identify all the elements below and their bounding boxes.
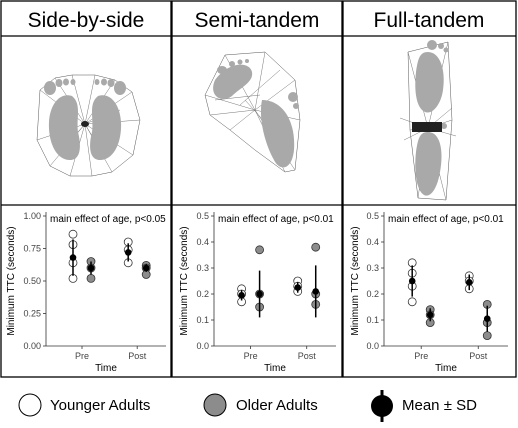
mean-point bbox=[124, 249, 132, 256]
y-tick-label: 0.2 bbox=[366, 289, 379, 299]
y-axis-title: Minimum TTC (seconds) bbox=[350, 226, 361, 335]
data-point bbox=[86, 273, 96, 283]
y-tick-label: 0.25 bbox=[23, 309, 41, 319]
x-tick-label: Post bbox=[298, 351, 317, 361]
y-tick-label: 0.5 bbox=[366, 211, 379, 221]
y-tick-label: 0.2 bbox=[196, 289, 209, 299]
annotation: main effect of age, p<0.01 bbox=[388, 214, 504, 225]
foot-diagram-full-tandem bbox=[399, 40, 457, 201]
x-axis-title: Time bbox=[435, 363, 457, 374]
mean-point bbox=[238, 292, 245, 299]
y-tick-label: 0.1 bbox=[196, 315, 209, 325]
y-tick-label: 0.4 bbox=[366, 237, 379, 247]
data-point bbox=[407, 297, 417, 307]
y-tick-label: 0.50 bbox=[23, 276, 41, 286]
panel-frames bbox=[0, 0, 517, 378]
title-semi-tandem: Semi-tandem bbox=[195, 9, 320, 32]
y-tick-label: 0.0 bbox=[366, 341, 379, 351]
cop-cluster bbox=[412, 122, 442, 132]
frame-full-tandem bbox=[342, 0, 517, 378]
mean-point bbox=[69, 254, 77, 261]
foot-diagram-side-by-side bbox=[36, 74, 141, 177]
annotation: main effect of age, p<0.05 bbox=[50, 214, 166, 225]
y-tick-label: 0.1 bbox=[366, 315, 379, 325]
frame-semi-tandem bbox=[171, 0, 343, 378]
foot-shapes bbox=[44, 78, 126, 160]
data-point bbox=[311, 242, 321, 252]
chart-semi-tandem: 0.0 0.1 0.2 0.3 0.4 0.5 Pre Post Time Minimum TTC… bbox=[179, 211, 336, 374]
y-tick-label: 0.75 bbox=[23, 244, 41, 254]
x-tick-label: Pre bbox=[75, 351, 89, 361]
chart-side-by-side: 0.00 0.25 0.50 0.75 1.00 Pre Post Time Minimum T… bbox=[6, 211, 166, 374]
legend-mean-label: Mean ± SD bbox=[402, 397, 477, 414]
legend-older-marker bbox=[203, 393, 227, 417]
mean-point bbox=[465, 279, 473, 286]
x-tick-label: Post bbox=[128, 351, 147, 361]
y-axis-title: Minimum TTC (seconds) bbox=[179, 226, 190, 335]
mean-point bbox=[294, 284, 302, 291]
y-tick-label: 1.00 bbox=[23, 211, 41, 221]
x-tick-label: Pre bbox=[414, 351, 428, 361]
y-tick-label: 0.0 bbox=[196, 341, 209, 351]
y-tick-label: 0.5 bbox=[196, 211, 209, 221]
mean-point bbox=[408, 277, 416, 285]
data-point bbox=[255, 245, 265, 255]
mean-point bbox=[312, 288, 320, 295]
mean-point bbox=[256, 290, 263, 298]
mean-point bbox=[87, 264, 95, 272]
y-axis-title: Minimum TTC (seconds) bbox=[6, 226, 17, 335]
y-tick-label: 0.3 bbox=[196, 263, 209, 273]
frame-side-by-side bbox=[0, 0, 172, 378]
title-side-by-side: Side-by-side bbox=[28, 9, 145, 32]
legend: Younger Adults Older Adults Mean ± SD bbox=[18, 390, 477, 422]
y-tick-label: 0.3 bbox=[366, 263, 379, 273]
x-axis-title: Time bbox=[95, 363, 117, 374]
cop-cluster bbox=[81, 121, 89, 127]
x-tick-label: Pre bbox=[244, 351, 258, 361]
legend-younger-label: Younger Adults bbox=[50, 397, 150, 414]
foot-diagram-semi-tandem bbox=[204, 51, 301, 173]
title-full-tandem: Full-tandem bbox=[374, 9, 485, 32]
x-tick-label: Post bbox=[469, 351, 488, 361]
mean-point bbox=[426, 311, 434, 319]
y-tick-label: 0.00 bbox=[23, 341, 41, 351]
legend-older-label: Older Adults bbox=[236, 397, 318, 414]
legend-mean-marker bbox=[371, 395, 393, 417]
foot-shapes bbox=[213, 59, 299, 168]
annotation: main effect of age, p<0.01 bbox=[218, 214, 334, 225]
mean-point bbox=[483, 315, 491, 323]
foot-shapes bbox=[415, 40, 449, 196]
x-axis-title: Time bbox=[264, 363, 286, 374]
legend-younger-marker bbox=[18, 393, 42, 417]
y-tick-label: 0.4 bbox=[196, 237, 209, 247]
data-point bbox=[482, 331, 492, 341]
data-point bbox=[68, 229, 78, 239]
chart-full-tandem: 0.0 0.1 0.2 0.3 0.4 0.5 Pre Post Time Minimum TTC… bbox=[350, 211, 508, 374]
mean-point bbox=[142, 264, 150, 272]
